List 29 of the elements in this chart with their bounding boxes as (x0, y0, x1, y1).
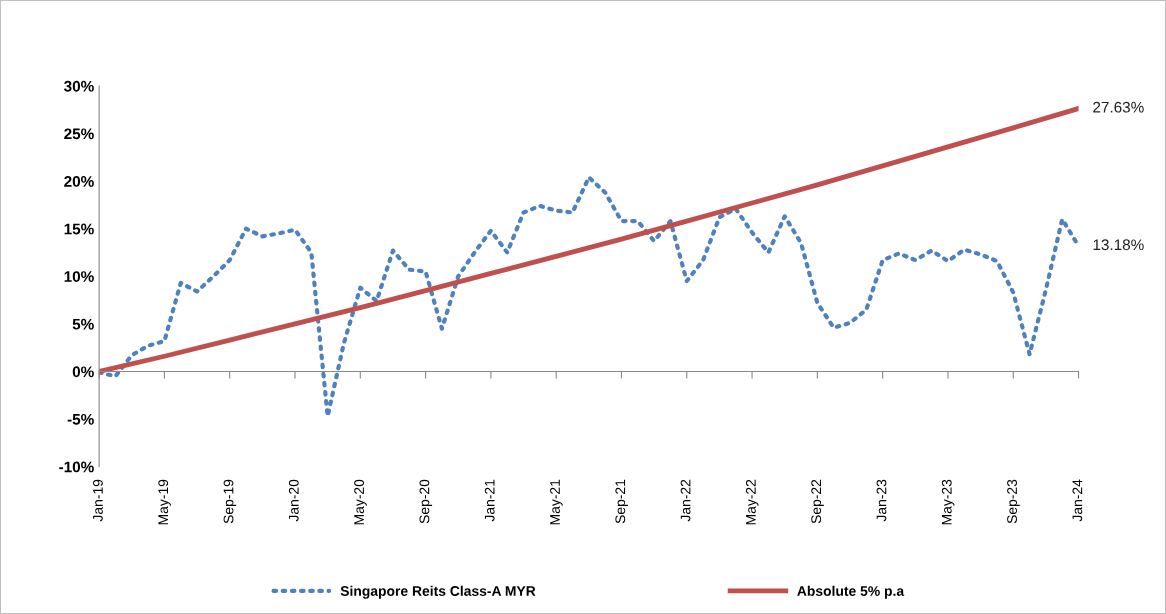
data-label: 13.18% (1093, 239, 1144, 251)
x-tick-label: Sep-21 (615, 479, 628, 524)
x-tick-label: Jan-20 (288, 479, 299, 522)
y-tick-label: 15% (64, 223, 94, 235)
legend-label: Singapore Reits Class-A MYR (340, 585, 536, 599)
x-tick-label: Sep-22 (811, 479, 824, 524)
x-tick-label: Sep-20 (419, 479, 433, 524)
x-tick-label: May-21 (550, 479, 563, 525)
y-tick-label: -10% (59, 461, 94, 473)
x-tick-label: May-22 (745, 479, 759, 525)
x-tick-label: Jan-19 (93, 479, 103, 522)
y-tick-label: 30% (64, 80, 94, 92)
y-tick-label: 25% (64, 128, 94, 140)
x-tick-label: Sep-23 (1007, 479, 1020, 524)
data-label: 27.63% (1093, 101, 1144, 113)
y-tick-label: 10% (64, 271, 94, 282)
x-tick-label: May-23 (941, 479, 955, 525)
x-tick-label: May-19 (158, 479, 171, 525)
y-tick-label: -5% (67, 413, 94, 425)
y-tick-label: 20% (64, 176, 94, 187)
y-tick-label: 5% (72, 318, 94, 330)
x-tick-label: Jan-22 (680, 479, 691, 522)
x-tick-label: Jan-24 (1072, 479, 1083, 522)
x-tick-label: May-20 (354, 479, 367, 525)
x-tick-label: Jan-23 (876, 479, 887, 522)
x-tick-label: Sep-19 (223, 479, 237, 524)
legend-label: Absolute 5% p.a (797, 585, 905, 599)
x-tick-label: Jan-21 (484, 479, 495, 522)
y-tick-label: 0% (72, 366, 94, 378)
